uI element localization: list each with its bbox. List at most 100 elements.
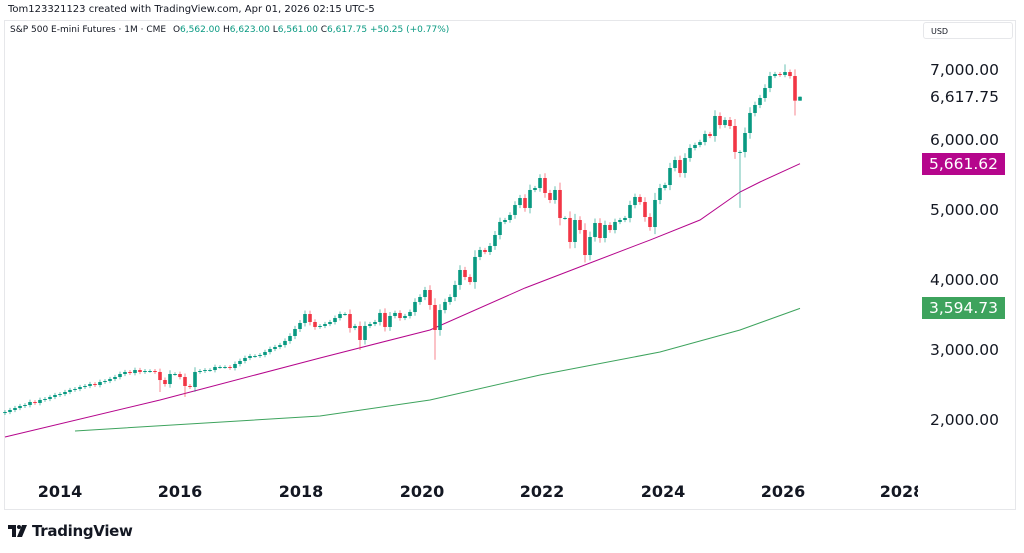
y-tick: 5,000.00: [930, 201, 1000, 219]
candle-up: [743, 133, 747, 152]
open-label: O: [172, 25, 181, 35]
x-tick: 2026: [760, 482, 806, 501]
ma-line-green: [74, 307, 801, 432]
candle-up: [458, 269, 462, 285]
candle-down: [428, 290, 432, 305]
candle-up: [683, 157, 687, 173]
candle-up: [98, 381, 102, 385]
candle-up: [438, 310, 442, 330]
candle-up: [723, 119, 727, 126]
candle-up: [753, 105, 757, 113]
candle-up: [338, 314, 342, 319]
candle-down: [578, 220, 582, 231]
candle-down: [643, 202, 647, 217]
candle-up: [368, 324, 372, 326]
candle-up: [288, 336, 292, 341]
candle-up: [48, 396, 52, 399]
low-value: 6,561.00: [277, 25, 318, 35]
x-tick: 2020: [399, 482, 445, 501]
open-value: 6,562.00: [180, 25, 221, 35]
candle-up: [193, 371, 197, 388]
candle-down: [358, 325, 362, 340]
candle-up: [393, 312, 397, 316]
candle-up: [263, 352, 267, 355]
candle-up: [23, 405, 27, 407]
candle-up: [333, 318, 337, 322]
candle-up: [478, 249, 482, 257]
candle-up: [3, 412, 7, 414]
candle-up: [233, 364, 237, 368]
candle-up: [488, 245, 492, 252]
candle-down: [93, 384, 97, 386]
candle-up: [103, 381, 107, 383]
candle-up: [323, 324, 327, 326]
candle-up: [133, 370, 137, 374]
candle-down: [733, 126, 737, 152]
candle-up: [273, 346, 277, 350]
candle-up: [503, 220, 507, 222]
candle-up: [373, 322, 377, 325]
candle-up: [413, 301, 417, 312]
change-value: +50.25 (+0.77%): [369, 25, 450, 35]
candle-down: [678, 160, 682, 173]
candle-up: [763, 87, 767, 98]
candle-down: [598, 223, 602, 238]
candle-down: [778, 73, 782, 75]
candle-down: [648, 217, 652, 228]
chart-panel[interactable]: [4, 20, 1016, 510]
candle-up: [253, 356, 257, 358]
y-tick: 6,000.00: [930, 131, 1000, 149]
candle-up: [213, 367, 217, 371]
x-tick: 2028: [879, 482, 918, 501]
candle-up: [628, 205, 632, 218]
candle-up: [653, 199, 657, 228]
y-tick: 3,000.00: [930, 341, 1000, 359]
candle-up: [283, 340, 287, 346]
chart-credit: Tom123321123 created with TradingView.co…: [8, 4, 375, 15]
candle-up: [118, 374, 122, 378]
candle-up: [453, 284, 457, 298]
high-label: H: [223, 25, 230, 35]
candle-up: [68, 389, 72, 392]
candle-down: [543, 178, 547, 193]
candle-up: [268, 349, 272, 353]
candle-up: [108, 378, 112, 382]
candle-up: [353, 325, 357, 329]
candle-up: [88, 384, 92, 386]
candle-up: [498, 221, 502, 235]
candle-up: [443, 301, 447, 311]
candle-up: [243, 357, 247, 361]
candle-up: [173, 374, 177, 376]
currency-button[interactable]: USD: [923, 22, 1013, 39]
candle-up: [618, 220, 622, 222]
candle-up: [258, 354, 262, 357]
candle-up: [658, 188, 662, 200]
candle-up: [623, 217, 627, 221]
candle-up: [53, 395, 57, 397]
candle-up: [58, 394, 62, 396]
candle-up: [798, 96, 802, 101]
candle-down: [348, 314, 352, 329]
candle-up: [403, 315, 407, 319]
candle-up: [38, 399, 42, 403]
candle-down: [33, 402, 37, 404]
symbol-legend: S&P 500 E-mini Futures · 1M · CME O6,562…: [10, 25, 449, 35]
candle-up: [633, 196, 637, 206]
candle-down: [228, 367, 232, 369]
candle-up: [378, 312, 382, 322]
candle-up: [143, 371, 147, 372]
candle-down: [708, 133, 712, 137]
candle-down: [558, 189, 562, 218]
candle-up: [663, 185, 667, 189]
x-tick: 2022: [519, 482, 565, 501]
candle-down: [178, 374, 182, 378]
candle-up: [388, 315, 392, 327]
candle-down: [483, 249, 487, 252]
ma-pink-value-tag: 5,661.62: [922, 152, 1005, 175]
tradingview-brand[interactable]: TradingView: [8, 522, 133, 540]
candle-up: [768, 76, 772, 88]
candle-up: [148, 371, 152, 372]
candle-up: [408, 311, 412, 316]
candle-down: [183, 377, 187, 386]
